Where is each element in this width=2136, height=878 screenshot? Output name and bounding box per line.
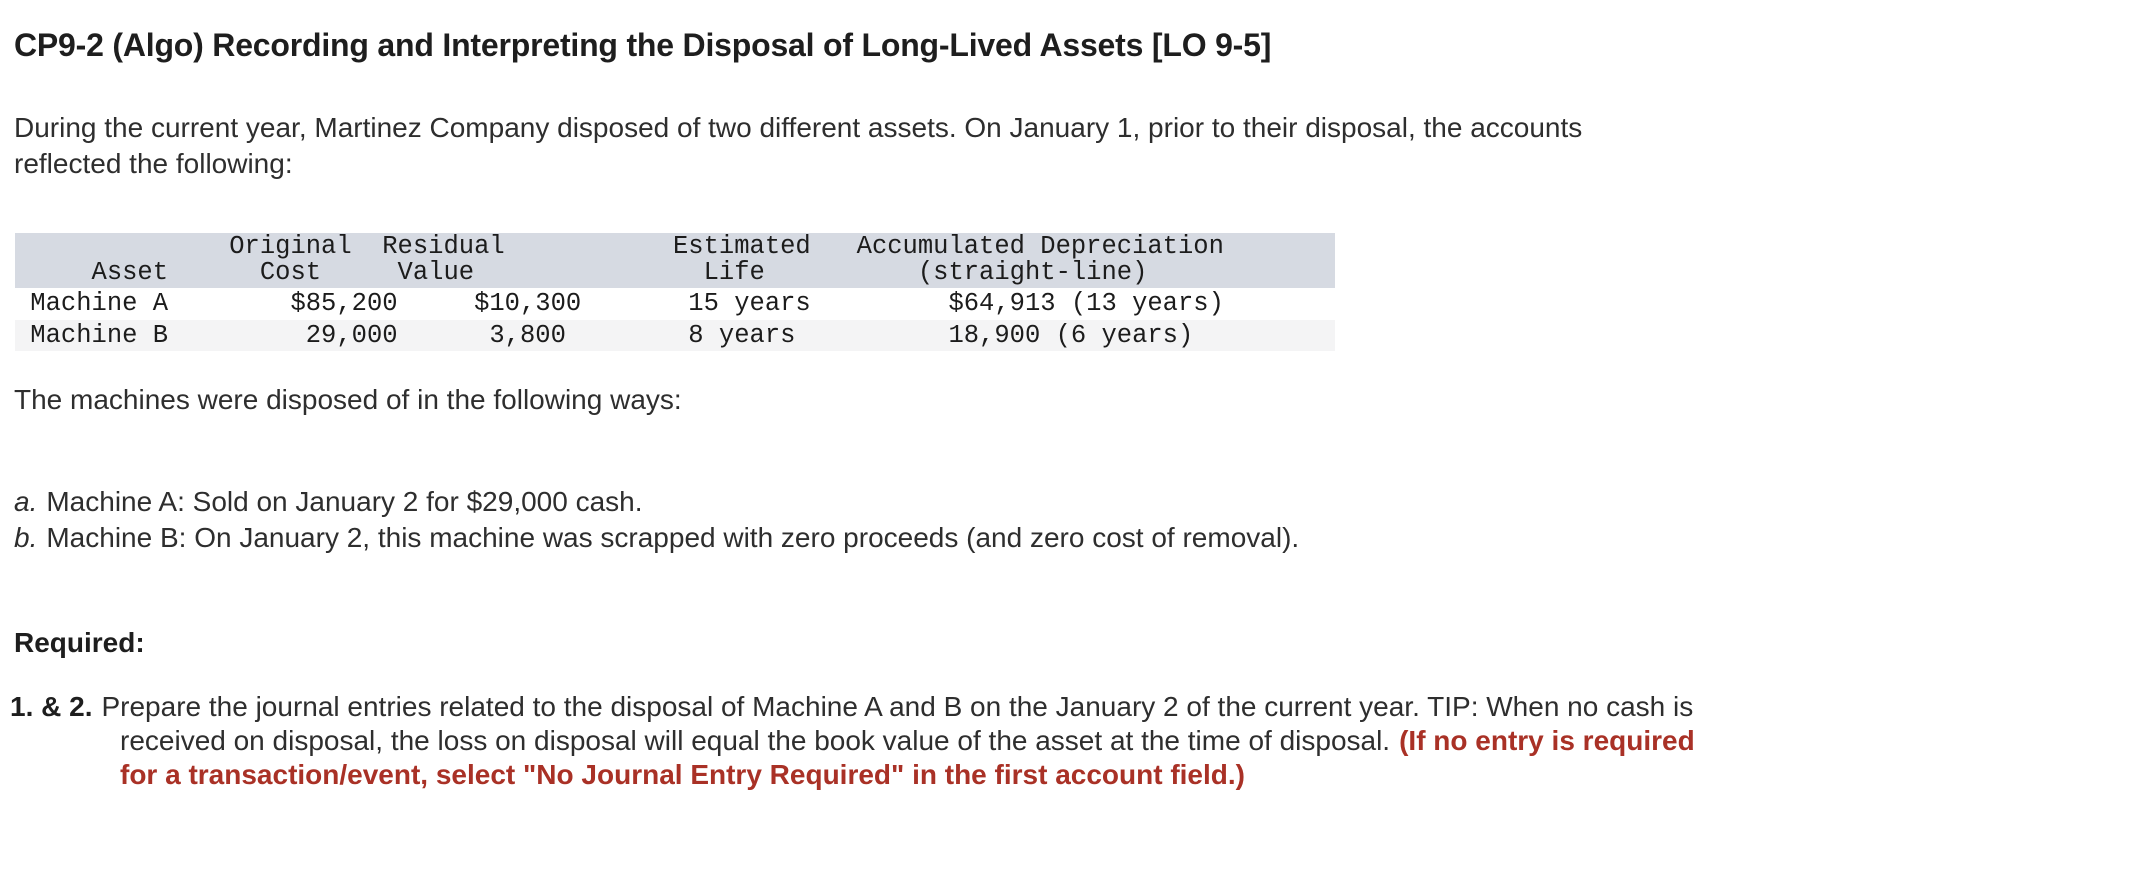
page-title: CP9-2 (Algo) Recording and Interpreting … bbox=[14, 27, 1272, 64]
item-b-letter: b. bbox=[14, 522, 38, 553]
requirement-line-1: Prepare the journal entries related to t… bbox=[101, 691, 1694, 722]
asset-table-header: Original Residual Estimated Accumulated … bbox=[15, 233, 1335, 288]
disposal-intro: The machines were disposed of in the fol… bbox=[14, 384, 682, 415]
list-item-a: a. Machine A: Sold on January 2 for $29,0… bbox=[14, 484, 1299, 520]
requirement-line-2-red: (If no entry is required bbox=[1399, 725, 1695, 756]
list-item-b: b. Machine B: On January 2, this machine … bbox=[14, 520, 1299, 556]
asset-table-header-line-1: Original Residual Estimated Accumulated … bbox=[15, 232, 1224, 261]
item-b-text: Machine B: On January 2, this machine wa… bbox=[46, 522, 1300, 553]
item-a-letter: a. bbox=[14, 486, 38, 517]
requirement-line-3-red: for a transaction/event, select "No Jour… bbox=[120, 759, 1245, 790]
intro-line-1: During the current year, Martinez Compan… bbox=[14, 112, 1583, 143]
required-label: Required: bbox=[14, 627, 145, 658]
intro-paragraph: During the current year, Martinez Compan… bbox=[14, 110, 1582, 182]
table-row-machine-b: Machine B 29,000 3,800 8 years 18,900 (6… bbox=[15, 320, 1335, 351]
requirement-line-2: received on disposal, the loss on dispos… bbox=[120, 725, 1391, 756]
item-a-text: Machine A: Sold on January 2 for $29,000… bbox=[46, 486, 643, 517]
table-row-machine-a: Machine A $85,200 $10,300 15 years $64,9… bbox=[15, 289, 1224, 318]
requirement-number: 1. & 2. bbox=[10, 691, 93, 722]
asset-table: Original Residual Estimated Accumulated … bbox=[15, 233, 1335, 351]
intro-line-2: reflected the following: bbox=[14, 148, 293, 179]
disposal-list: a. Machine A: Sold on January 2 for $29,0… bbox=[14, 484, 1299, 556]
asset-table-header-line-2: Asset Cost Value Life (straight-line) bbox=[15, 258, 1148, 287]
requirement-1-2: 1. & 2. Prepare the journal entries relat… bbox=[10, 690, 2080, 792]
